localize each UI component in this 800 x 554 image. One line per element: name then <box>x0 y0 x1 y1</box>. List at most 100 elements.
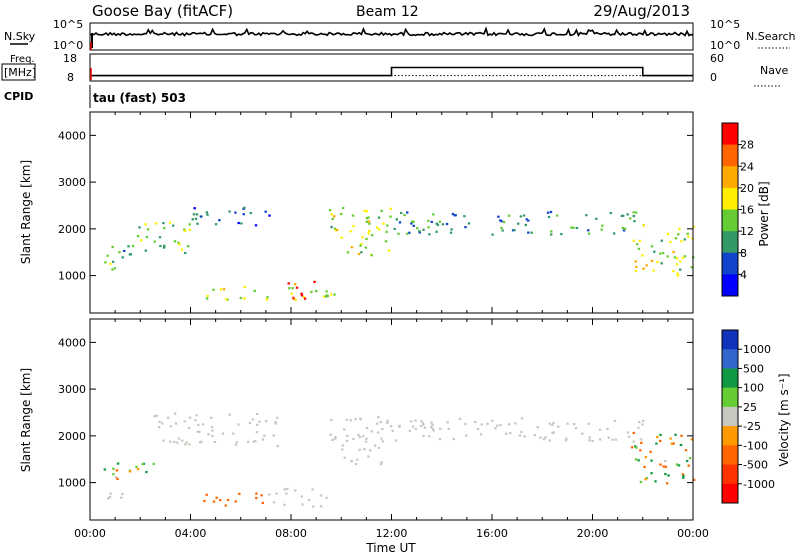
velocity-cell <box>665 482 669 485</box>
velocity-cell <box>639 449 642 452</box>
xlabel: Time UT <box>365 541 416 554</box>
velocity-cell <box>687 464 690 467</box>
velocity-cell <box>411 425 415 428</box>
power-colorbar-tick-label: 28 <box>740 139 754 152</box>
freq-panel <box>89 53 694 82</box>
velocity-cell <box>634 458 638 461</box>
power-cell <box>140 239 143 242</box>
power-cell <box>224 298 228 301</box>
power-cell <box>676 274 680 277</box>
power-cell <box>500 220 503 223</box>
velocity-cell <box>343 428 346 431</box>
power-cell <box>501 229 504 232</box>
velocity-cell <box>112 467 115 470</box>
velocity-cell <box>386 419 389 422</box>
velocity-cell <box>354 418 357 421</box>
velocity-cell <box>358 436 361 439</box>
y-tick-label: 2000 <box>58 223 86 236</box>
power-cell <box>365 217 369 220</box>
noise-right-tick-top: 10^5 <box>710 18 740 31</box>
velocity-cell <box>238 492 241 495</box>
power-cell <box>206 294 209 297</box>
velocity-cell <box>116 477 119 480</box>
power-cell <box>519 215 523 218</box>
power-cell <box>378 228 381 231</box>
power-cell <box>661 252 665 255</box>
power-cell <box>653 250 656 253</box>
velocity-cell <box>334 436 337 439</box>
power-colorbar-tick-label: 20 <box>740 182 754 195</box>
power-cell <box>398 221 402 224</box>
velocity-cell <box>365 437 368 440</box>
power-cell <box>500 226 503 229</box>
velocity-cell <box>464 422 467 426</box>
velocity-cell <box>414 419 417 422</box>
power-cell <box>386 224 389 227</box>
power-cell <box>360 242 363 246</box>
velocity-cell <box>422 423 425 426</box>
velocity-cell <box>650 459 653 462</box>
power-cell <box>427 226 430 229</box>
power-cell <box>672 250 675 253</box>
power-colorbar-segment <box>722 252 738 275</box>
cpid-program: tau (fast) 503 <box>93 91 186 105</box>
velocity-cell <box>458 417 462 420</box>
velocity-cell <box>359 417 362 420</box>
power-cell <box>243 285 246 289</box>
power-cell <box>397 232 400 235</box>
power-cell <box>632 215 635 218</box>
power-cell <box>463 215 466 218</box>
power-cell <box>206 213 209 216</box>
power-cell <box>527 219 530 222</box>
velocity-cell <box>613 419 617 422</box>
velocity-cell <box>256 412 259 415</box>
power-cell <box>239 296 242 300</box>
velocity-cell <box>121 492 124 495</box>
velocity-cell <box>183 420 186 423</box>
velocity-cell <box>141 463 144 466</box>
velocity-colorbar: 1000 500 100 25 -25 -100 -500 -1000 <box>721 329 775 504</box>
velocity-cell <box>640 438 643 441</box>
velocity-cell <box>255 492 258 495</box>
power-cell <box>450 228 453 231</box>
power-cell <box>193 207 196 210</box>
power-cell <box>219 288 222 291</box>
power-cell <box>652 269 655 272</box>
power-ylabel: Slant Range [km] <box>19 160 33 264</box>
power-cell <box>408 231 411 234</box>
power-colorbar-segment <box>722 274 738 297</box>
power-cell <box>642 224 645 227</box>
power-cell <box>129 253 132 256</box>
velocity-cell <box>261 501 264 504</box>
velocity-cell <box>329 433 332 436</box>
power-cell <box>368 222 371 225</box>
velocity-cell <box>408 429 412 432</box>
power-colorbar-tick-label: 4 <box>740 268 747 281</box>
velocity-cell <box>508 423 511 426</box>
velocity-cell <box>352 437 355 440</box>
velocity-cell <box>664 473 667 476</box>
velocity-cell <box>362 435 365 438</box>
power-cell <box>368 229 371 233</box>
velocity-cell <box>480 423 483 426</box>
velocity-cell <box>572 423 576 426</box>
velocity-cell <box>211 429 214 432</box>
velocity-cell <box>174 422 178 425</box>
velocity-cell <box>219 499 222 502</box>
velocity-cell <box>430 421 433 424</box>
y-tick-label: 1000 <box>58 270 86 283</box>
velocity-cell <box>684 449 688 452</box>
velocity-colorbar-segment <box>722 445 738 466</box>
velocity-colorbar-segment <box>722 349 738 369</box>
freq-unit-box <box>1 63 36 81</box>
velocity-cell <box>158 420 161 423</box>
velocity-cell <box>176 441 179 444</box>
power-cell <box>530 231 533 234</box>
velocity-cell <box>331 438 334 441</box>
power-cell <box>265 298 268 301</box>
power-cell <box>587 232 591 235</box>
velocity-cell <box>255 496 258 500</box>
noise-left-tick-bottom: 10^0 <box>53 39 83 52</box>
power-cell <box>550 230 553 233</box>
freq-left-tick-top: 18 <box>63 52 77 65</box>
